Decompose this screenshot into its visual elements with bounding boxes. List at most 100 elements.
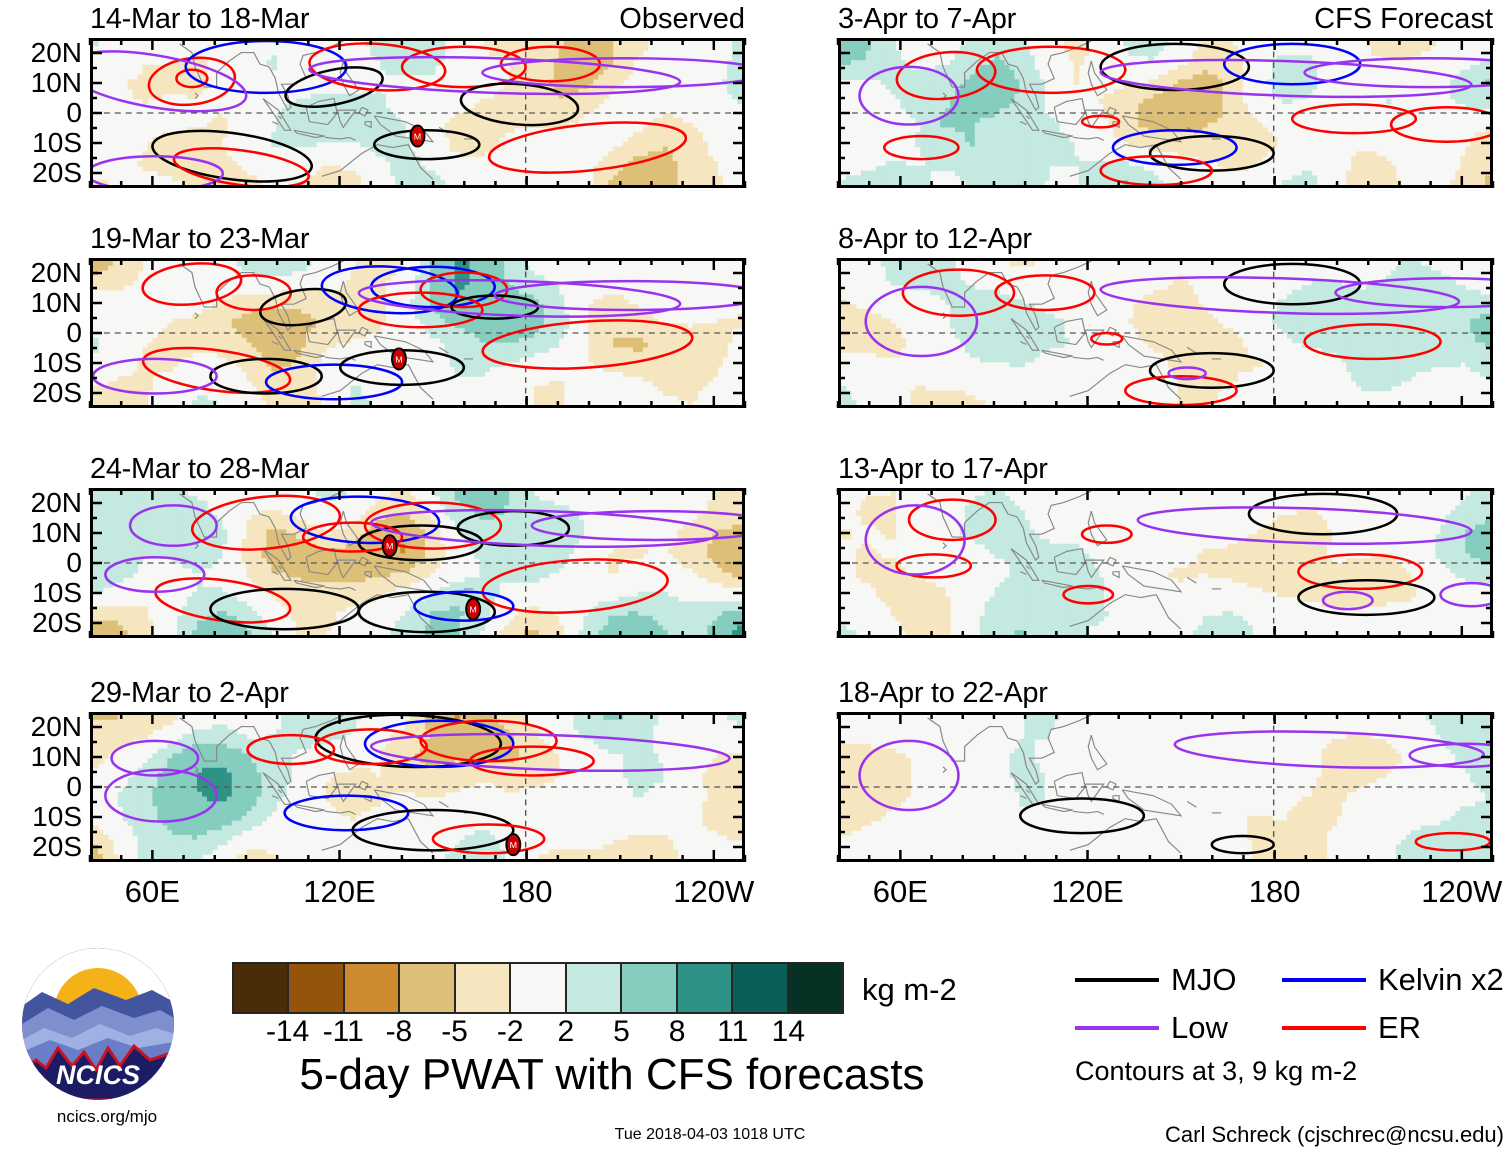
y-tick-label: 10N [30, 287, 82, 318]
y-tick-label: 20N [30, 487, 82, 518]
panel-fcst-4: 18-Apr to 22-Apr 60E 120E 180 120W [836, 678, 1502, 908]
y-tick-label: 20N [30, 37, 82, 68]
colorbar: -14 -11 -8 -5 -2 2 5 8 11 14 [232, 962, 844, 1056]
colorbar-tick: 8 [668, 1015, 686, 1048]
colorbar-cell-5 [511, 964, 567, 1012]
y-tick-label: 20N [30, 711, 82, 742]
y-tick-label: 10N [30, 741, 82, 772]
colorbar-cell-3 [400, 964, 456, 1012]
y-axis-labels: 20N 10N 0 10S 20S [4, 488, 90, 638]
panel-title: 13-Apr to 17-Apr [838, 453, 1048, 485]
map-area [838, 488, 1493, 638]
y-tick-label: 20N [30, 257, 82, 288]
map-render: M [93, 261, 742, 405]
map-area [838, 38, 1493, 188]
map-area: M [90, 712, 745, 862]
panel-fcst-1: 3-Apr to 7-Apr CFS Forecast [836, 4, 1495, 188]
map-area: M [90, 258, 745, 408]
colorbar-tick: -2 [496, 1015, 524, 1048]
x-tick-label: 120E [303, 874, 376, 909]
legend-item-er: ER [1282, 1012, 1421, 1044]
y-tick-label: 20S [32, 607, 82, 638]
column-header-observed: Observed [619, 3, 745, 35]
panel-title: 3-Apr to 7-Apr [838, 3, 1016, 35]
y-tick-label: 0 [66, 317, 82, 348]
y-tick-label: 20S [32, 157, 82, 188]
colorbar-cell-6 [566, 964, 623, 1012]
map-render: M [93, 41, 742, 185]
map-area [838, 712, 1493, 862]
panel-title: 8-Apr to 12-Apr [838, 223, 1032, 255]
ncics-logo: NCICS ncics.org/mjo [22, 948, 182, 1126]
map-area: M [90, 38, 745, 188]
y-tick-label: 20S [32, 831, 82, 862]
y-tick-label: 10S [32, 801, 82, 832]
legend-line-kelvin [1282, 978, 1366, 982]
contour-note: Contours at 3, 9 kg m-2 [1075, 1056, 1358, 1086]
colorbar-units: kg m-2 [862, 972, 957, 1007]
colorbar-tick: 5 [613, 1015, 630, 1048]
legend-label-er: ER [1378, 1010, 1422, 1045]
colorbar-cell-9 [733, 964, 789, 1012]
y-tick-label: 0 [66, 97, 82, 128]
y-tick-label: 0 [66, 771, 82, 802]
colorbar-tick: 14 [771, 1015, 806, 1048]
panel-obs-4: 29-Mar to 2-Apr M 20N 10N 0 10S 20S 60E 120E 1… [31, 678, 755, 908]
map-render [841, 491, 1490, 635]
x-tick-label: 120E [1051, 874, 1124, 909]
panel-title: 19-Mar to 23-Mar [90, 223, 310, 255]
panel-fcst-3: 13-Apr to 17-Apr [836, 454, 1495, 638]
panel-title: 24-Mar to 28-Mar [90, 453, 310, 485]
legend-line-low [1075, 1026, 1159, 1030]
logo-url-text: ncics.org/mjo [56, 1107, 158, 1126]
figure-main-title: 5-day PWAT with CFS forecasts [299, 1050, 925, 1099]
colorbar-tick: 2 [557, 1015, 575, 1048]
colorbar-cell-7 [622, 964, 678, 1012]
y-tick-label: 0 [66, 547, 82, 578]
map-area [838, 258, 1493, 408]
y-axis-labels: 20N 10N 0 10S 20S [4, 258, 90, 408]
contour-legend: MJO Kelvin x2 Low ER [1075, 954, 1505, 1084]
author-credit: Carl Schreck (cjschrec@ncsu.edu) [1165, 1122, 1504, 1147]
colorbar-cell-10 [788, 964, 842, 1012]
column-header-forecast: CFS Forecast [1314, 3, 1493, 35]
legend-line-mjo [1075, 978, 1159, 982]
colorbar-cell-2 [344, 964, 401, 1012]
legend-label-low: Low [1171, 1010, 1228, 1045]
x-tick-label: 120W [1421, 874, 1503, 909]
svg-text:M: M [395, 354, 402, 364]
y-tick-label: 10S [32, 577, 82, 608]
panel-fcst-2: 8-Apr to 12-Apr [836, 224, 1495, 408]
legend-item-mjo: MJO [1075, 964, 1236, 996]
logo-graphic: NCICS [22, 948, 174, 1100]
y-axis-labels: 20N 10N 0 10S 20S [4, 38, 90, 188]
y-tick-label: 10S [32, 347, 82, 378]
map-render [841, 41, 1490, 185]
colorbar-tick: -8 [385, 1015, 413, 1048]
y-tick-label: 10N [30, 517, 82, 548]
map-render: M [93, 715, 742, 859]
legend-item-low: Low [1075, 1012, 1228, 1044]
x-tick-label: 180 [500, 874, 553, 909]
y-tick-label: 20S [32, 377, 82, 408]
y-tick-label: 10N [30, 67, 82, 98]
legend-item-kelvin: Kelvin x2 [1282, 964, 1504, 996]
svg-text:M: M [414, 132, 421, 142]
panel-title: 29-Mar to 2-Apr [90, 677, 289, 709]
x-tick-label: 60E [124, 874, 180, 909]
x-tick-label: 120W [673, 874, 755, 909]
colorbar-tick: 11 [717, 1015, 749, 1048]
figure-timestamp: Tue 2018-04-03 1018 UTC [614, 1126, 806, 1143]
colorbar-cell-4 [455, 964, 512, 1012]
colorbar-tick: -5 [441, 1015, 468, 1048]
map-render: MM [93, 491, 742, 635]
x-tick-label: 180 [1248, 874, 1301, 909]
map-render [841, 715, 1490, 859]
legend-label-mjo: MJO [1171, 962, 1237, 997]
colorbar-tick: -14 [265, 1015, 310, 1048]
x-axis-labels: 60E 120E 180 120W [838, 862, 1503, 922]
panel-obs-2: 19-Mar to 23-Mar M 20N 10N 0 10S 20S [31, 224, 747, 408]
panel-title: 14-Mar to 18-Mar [90, 3, 310, 35]
figure-footer: NCICS ncics.org/mjo -14 -11 -8 -5 -2 2 5 8 11 14 … [0, 930, 1510, 1149]
